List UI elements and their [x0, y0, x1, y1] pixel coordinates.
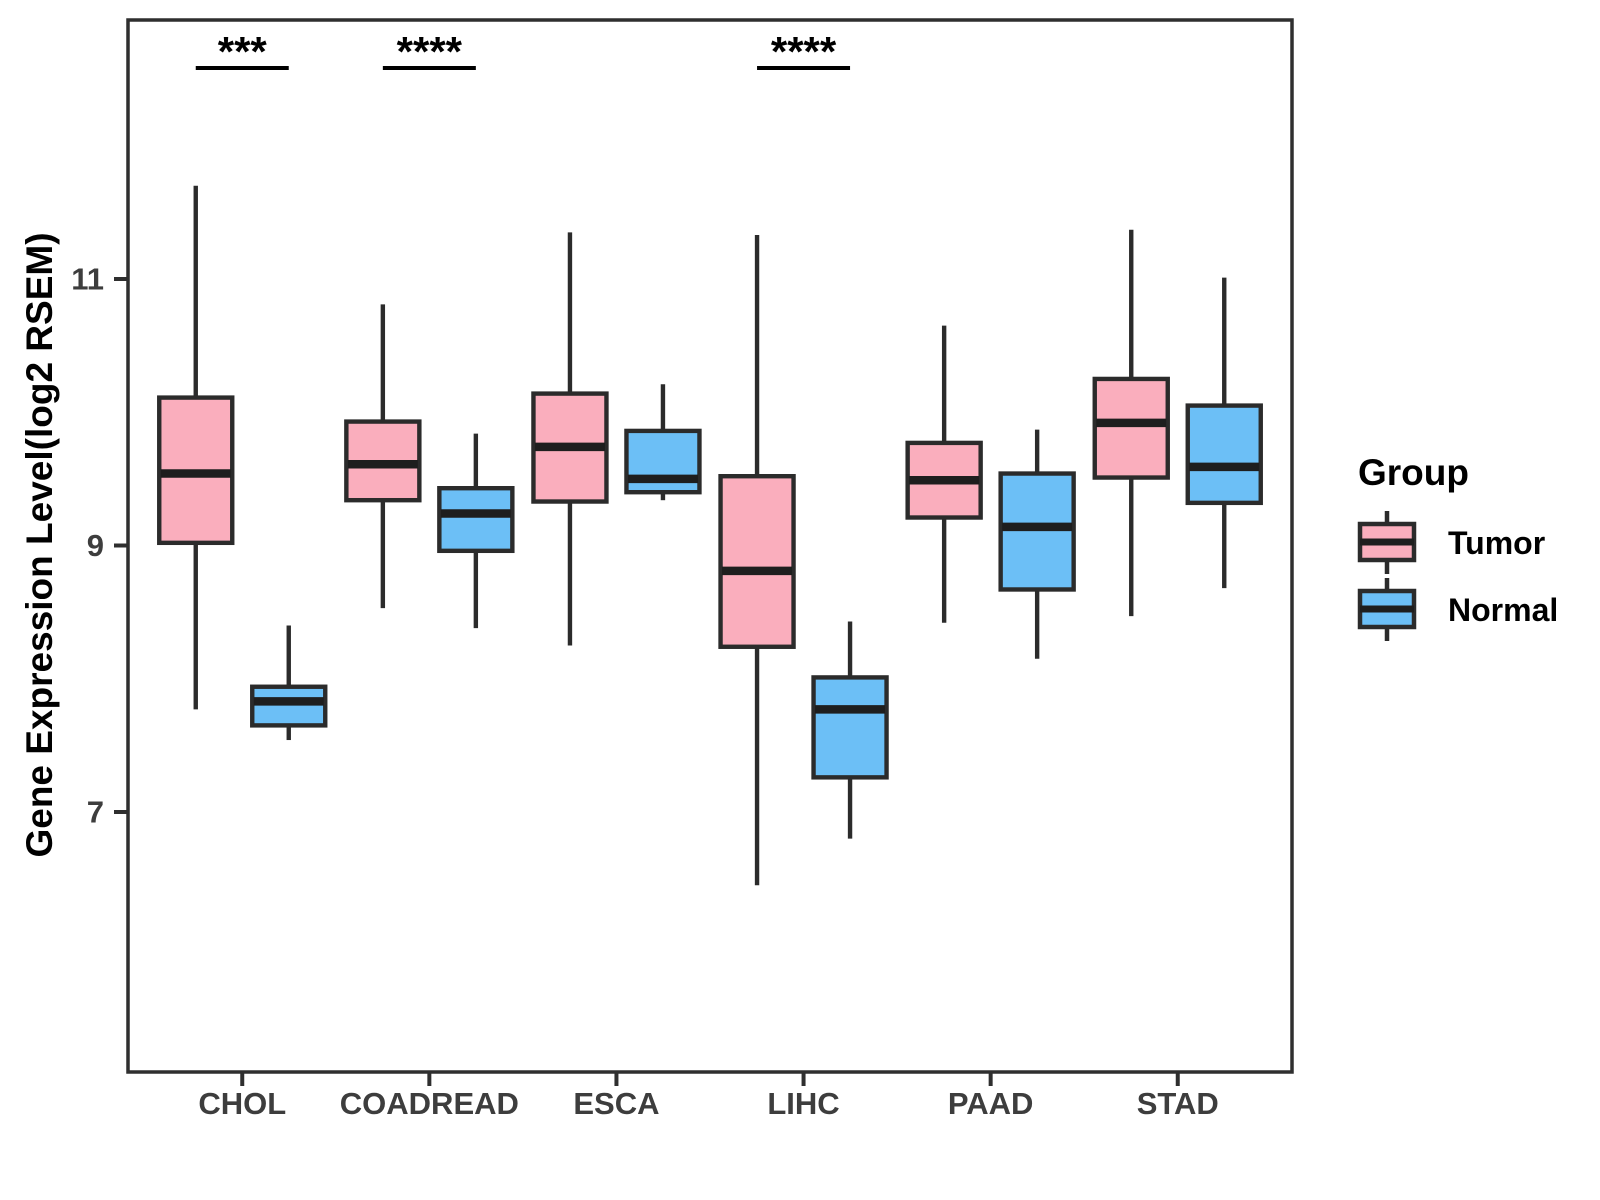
y-tick-label-7: 7 [87, 795, 104, 830]
box-Normal-PAAD [998, 429, 1076, 659]
legend-label-normal: Normal [1448, 591, 1559, 628]
iqr-box [437, 486, 515, 554]
x-tick-label-STAD: STAD [1137, 1086, 1219, 1121]
legend-label-tumor: Tumor [1448, 524, 1546, 561]
y-tick-label-9: 9 [87, 528, 104, 563]
x-tick-label-ESCA: ESCA [573, 1086, 659, 1121]
box-Normal-CHOL [250, 625, 328, 741]
box-Tumor-CHOL [157, 185, 235, 710]
legend-title: Group [1358, 452, 1469, 493]
legend-item-tumor: Tumor [1352, 510, 1558, 576]
iqr-box [250, 684, 328, 728]
x-tick-label-COADREAD: COADREAD [340, 1086, 519, 1121]
significance-stars-COADREAD: **** [397, 28, 463, 75]
legend-item-normal: Normal [1352, 577, 1558, 643]
normal-boxplot-key-icon [1357, 578, 1417, 641]
iqr-box [998, 471, 1076, 592]
iqr-box [811, 675, 889, 780]
tumor-boxplot-key-icon [1357, 511, 1417, 574]
box-Normal-LIHC [811, 621, 889, 839]
legend: Group Tumor Normal [1352, 452, 1558, 643]
x-tick-label-LIHC: LIHC [767, 1086, 839, 1121]
box-Tumor-PAAD [905, 325, 983, 623]
box-Tumor-STAD [1092, 229, 1170, 617]
iqr-box [1185, 403, 1263, 506]
box-Normal-STAD [1185, 277, 1263, 589]
y-axis-title: Gene Expression Level(log2 RSEM) [19, 232, 60, 858]
significance-stars-CHOL: *** [218, 28, 268, 75]
iqr-box [718, 474, 796, 649]
box-Tumor-COADREAD [344, 304, 422, 609]
box-Normal-COADREAD [437, 433, 515, 629]
box-Tumor-ESCA [531, 232, 609, 646]
box-Normal-ESCA [624, 384, 702, 501]
panel-border [126, 18, 1294, 1074]
x-tick-label-PAAD: PAAD [948, 1086, 1034, 1121]
x-tick-label-CHOL: CHOL [198, 1086, 286, 1121]
significance-stars-LIHC: **** [771, 28, 837, 75]
y-tick-label-11: 11 [71, 262, 104, 297]
box-Tumor-LIHC [718, 235, 796, 886]
iqr-box [1092, 376, 1170, 480]
